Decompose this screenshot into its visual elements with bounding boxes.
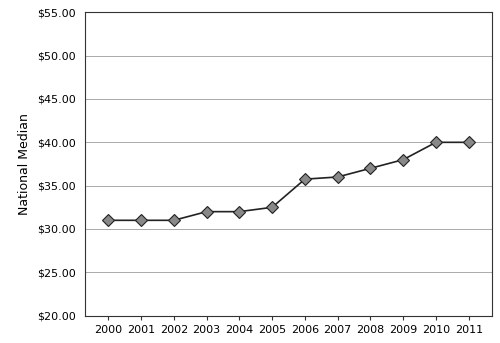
Y-axis label: National Median: National Median (18, 113, 32, 215)
